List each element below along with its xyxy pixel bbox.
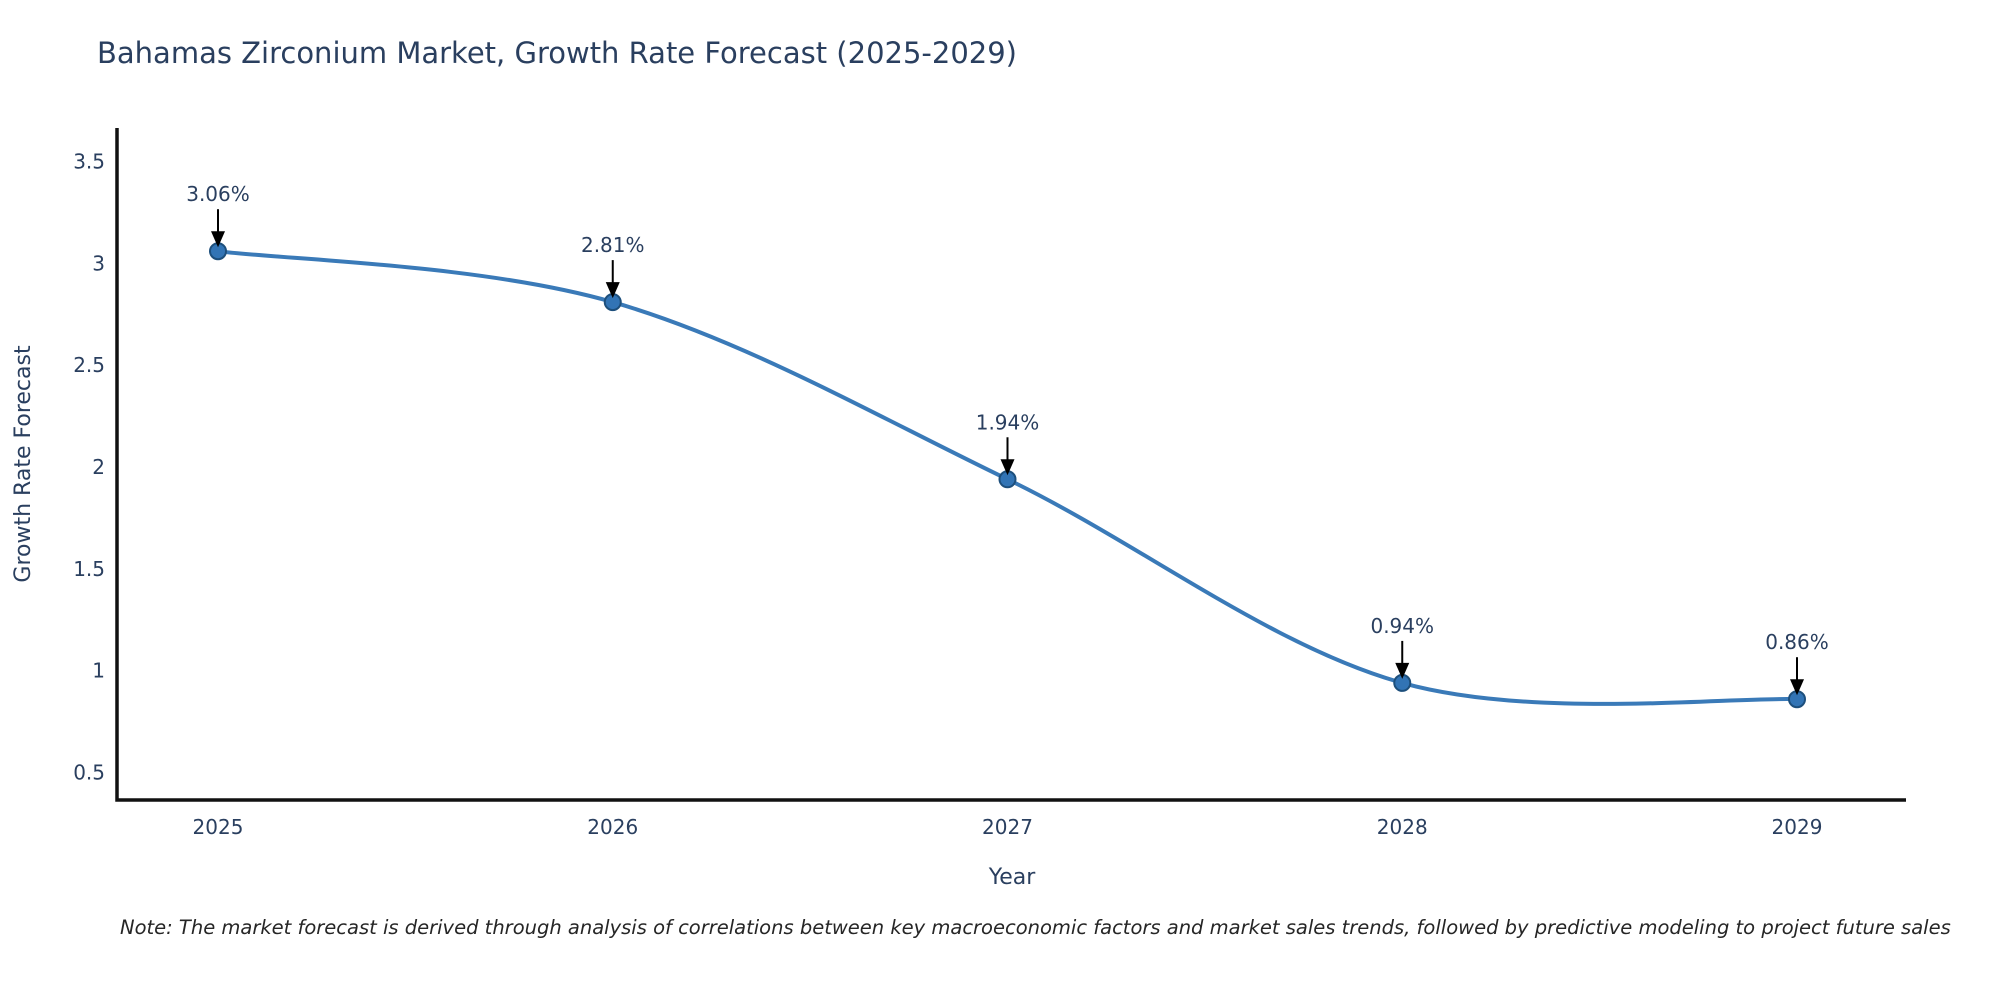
chart-title: Bahamas Zirconium Market, Growth Rate Fo… (97, 36, 1017, 70)
x-tick-label: 2027 (982, 815, 1033, 839)
y-tick-label: 1 (92, 659, 105, 683)
y-tick-label: 3 (92, 251, 105, 275)
annotation-arrowhead (1000, 459, 1015, 476)
data-label: 0.86% (1765, 630, 1829, 654)
annotation-arrowhead (211, 231, 225, 248)
data-label: 0.94% (1370, 614, 1434, 638)
data-label: 3.06% (186, 182, 250, 206)
x-tick-label: 2028 (1377, 815, 1428, 839)
data-label: 2.81% (581, 233, 645, 257)
x-tick-label: 2029 (1772, 815, 1823, 839)
y-axis-title: Growth Rate Forecast (11, 345, 36, 583)
chart-footnote: Note: The market forecast is derived thr… (120, 916, 1951, 939)
y-tick-label: 2 (92, 455, 105, 479)
x-axis-title: Year (988, 865, 1037, 890)
data-label: 1.94% (976, 410, 1040, 434)
y-tick-label: 3.5 (73, 150, 105, 174)
y-tick-label: 0.5 (73, 761, 105, 785)
annotation-arrowhead (1395, 662, 1410, 679)
annotation-arrowhead (1790, 679, 1804, 696)
annotation-arrowhead (605, 282, 620, 299)
y-tick-label: 2.5 (73, 353, 105, 377)
x-tick-label: 2026 (587, 815, 638, 839)
y-tick-label: 1.5 (73, 557, 105, 581)
x-tick-label: 2025 (193, 815, 244, 839)
plot-area: 0.5 1 1.5 2 2.5 3 3.5 2025 2026 2027 2028 2029 3.06%… (73, 128, 1906, 839)
axis-spines (115, 128, 1906, 802)
